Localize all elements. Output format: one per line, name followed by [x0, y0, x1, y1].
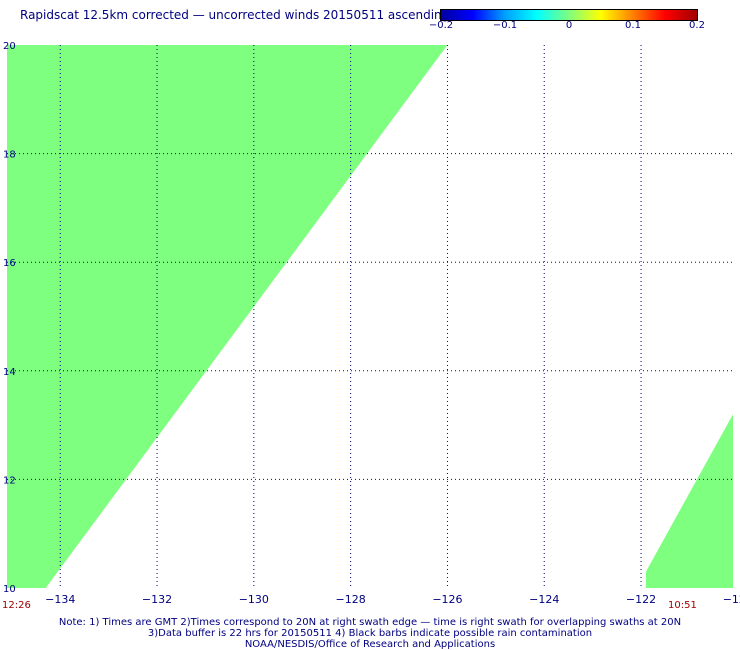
time-left: 12:26	[2, 600, 31, 611]
x-tick-label: −132	[142, 593, 172, 606]
x-tick-label: −134	[45, 593, 75, 606]
note-line-1: Note: 1) Times are GMT 2)Times correspon…	[58, 617, 682, 628]
chart-title: Rapidscat 12.5km corrected — uncorrected…	[20, 8, 450, 22]
y-tick-label: 12	[3, 475, 16, 486]
note-line-3: NOAA/NESDIS/Office of Research and Appli…	[244, 639, 496, 650]
y-tick-label: 16	[3, 258, 16, 269]
x-tick-label: −128	[336, 593, 366, 606]
x-tick-label: −120	[723, 593, 740, 606]
swath-map: −134 −132 −130 −128 −126 −124 −122 −120 10 12 14 16…	[3, 41, 740, 606]
colorbar	[440, 9, 698, 21]
x-tick-label: −122	[626, 593, 656, 606]
x-tick-label: −124	[529, 593, 559, 606]
swath-right	[645, 414, 733, 588]
y-tick-label: 20	[3, 41, 16, 52]
swath-left	[7, 45, 448, 588]
colorbar-tick-label: 0.1	[625, 20, 641, 31]
x-tick-label: −130	[239, 593, 269, 606]
y-tick-label: 10	[3, 584, 16, 595]
time-right: 10:51	[668, 600, 697, 611]
x-tick-label: −126	[432, 593, 462, 606]
y-tick-label: 14	[3, 367, 16, 378]
colorbar-tick-label: 0.2	[689, 20, 705, 31]
note-line-2: 3)Data buffer is 22 hrs for 20150511 4) …	[147, 628, 593, 639]
y-tick-label: 18	[3, 150, 16, 161]
colorbar-tick-label: 0	[565, 20, 573, 31]
colorbar-tick-label: −0.2	[428, 20, 454, 31]
colorbar-tick-label: −0.1	[492, 20, 518, 31]
